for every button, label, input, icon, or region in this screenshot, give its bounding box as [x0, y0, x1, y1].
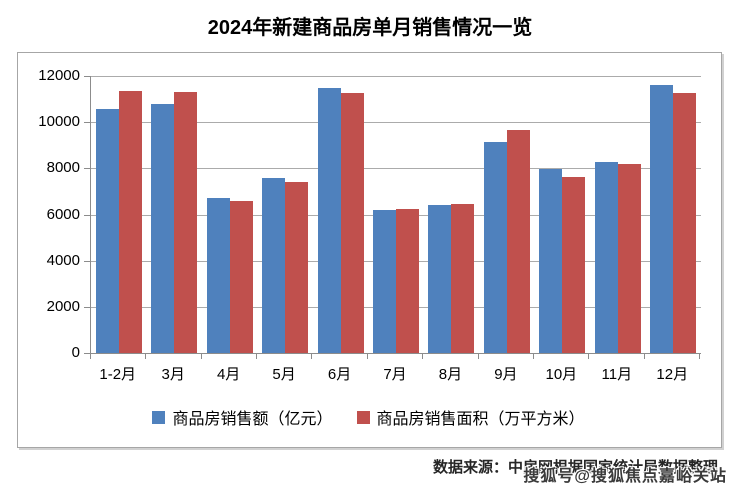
- x-axis-tick: [422, 354, 477, 359]
- chart-panel: 0 2000 4000 6000 8000 10000 12000 1-2月 3月 4月 5月 6月…: [17, 52, 722, 448]
- bar-sales-area: [451, 204, 475, 353]
- bar-sales-amount: [372, 210, 396, 353]
- y-axis-tick: [84, 76, 90, 77]
- y-axis-tick: [84, 214, 90, 216]
- x-axis-tick: [366, 354, 422, 359]
- x-axis-ticks: [90, 354, 700, 359]
- bar-sales-amount: [483, 142, 507, 353]
- x-axis-tick: [90, 354, 145, 359]
- legend-item: 商品房销售面积（万平方米）: [356, 405, 585, 429]
- bar-group: [646, 76, 701, 353]
- x-axis-tick: [588, 354, 643, 359]
- x-axis-tick: [532, 354, 588, 359]
- legend-swatch-icon: [356, 410, 370, 424]
- y-axis-label: 12000: [38, 67, 80, 84]
- bar-sales-area: [285, 182, 309, 353]
- bar-group: [91, 76, 146, 353]
- x-axis-label: 8月: [438, 366, 463, 383]
- x-axis-label: 4月: [216, 366, 241, 383]
- bar-sales-amount: [650, 85, 674, 353]
- bar-sales-area: [562, 177, 586, 353]
- y-axis-tick: [84, 260, 90, 262]
- watermark: 搜狐号@搜狐焦点嘉峪关站: [523, 468, 727, 485]
- bar-groups: [91, 76, 701, 353]
- y-axis-label: 6000: [46, 205, 80, 223]
- bar-sales-amount: [594, 162, 618, 353]
- x-axis-label: 11月: [601, 366, 633, 383]
- bar-group: [257, 76, 312, 353]
- bar-group: [368, 76, 423, 353]
- gridline: [91, 122, 701, 124]
- bar-sales-area: [617, 164, 641, 353]
- x-axis-label: 5月: [272, 366, 296, 383]
- source-note: 数据来源：中房网根据国家统计局数据整理: [432, 459, 718, 476]
- x-axis-label: 1-2月: [99, 366, 137, 383]
- x-axis-label: 3月: [161, 366, 185, 383]
- y-axis-tick: [84, 353, 90, 354]
- x-axis-label: 9月: [494, 366, 518, 383]
- bar-group: [479, 76, 534, 353]
- bar-group: [202, 76, 257, 353]
- bar-group: [535, 76, 590, 353]
- bar-sales-area: [673, 93, 697, 353]
- y-axis-tick: [84, 122, 90, 124]
- bar-sales-amount: [428, 205, 452, 353]
- x-axis-tick: [311, 354, 366, 359]
- y-axis-label: 2000: [46, 297, 80, 315]
- bar-sales-amount: [317, 88, 341, 353]
- legend: 商品房销售额（亿元） 商品房销售面积（万平方米）: [18, 405, 719, 429]
- plot-area: [90, 76, 701, 354]
- bar-group: [146, 76, 201, 353]
- bar-sales-area: [340, 93, 364, 353]
- gridline: [91, 76, 701, 77]
- legend-item: 商品房销售额（亿元）: [152, 405, 333, 429]
- x-axis-label: 10月: [545, 366, 578, 383]
- x-axis-tick: [256, 354, 311, 359]
- bar-sales-area: [174, 92, 198, 353]
- x-axis-tick: [200, 354, 256, 359]
- x-axis-label: 12月: [656, 366, 689, 383]
- bar-group: [313, 76, 368, 353]
- chart-title: 2024年新建商品房单月销售情况一览: [207, 17, 533, 39]
- y-axis-label: 8000: [46, 159, 80, 177]
- bar-sales-area: [229, 201, 253, 353]
- x-axis-tick: [643, 354, 700, 359]
- bar-sales-amount: [95, 109, 119, 353]
- y-axis-label: 4000: [46, 251, 80, 269]
- legend-swatch-icon: [152, 410, 166, 424]
- legend-label: 商品房销售面积（万平方米）: [376, 411, 585, 428]
- x-axis-label: 6月: [327, 366, 352, 383]
- gridline: [91, 168, 701, 170]
- y-axis-label: 0: [71, 344, 80, 361]
- bar-sales-amount: [151, 104, 175, 353]
- x-axis-tick: [145, 354, 200, 359]
- bar-sales-amount: [262, 178, 286, 353]
- bar-sales-area: [118, 91, 142, 353]
- legend-label: 商品房销售额（亿元）: [172, 411, 333, 428]
- bar-group: [590, 76, 645, 353]
- x-axis-labels: 1-2月 3月 4月 5月 6月 7月 8月 9月 10月 11月 12月: [90, 363, 700, 384]
- y-axis-label: 10000: [38, 113, 80, 131]
- x-axis-tick: [477, 354, 533, 359]
- y-axis-tick: [84, 306, 90, 308]
- bar-group: [424, 76, 479, 353]
- bar-sales-amount: [539, 169, 563, 353]
- bar-sales-amount: [206, 198, 230, 353]
- y-axis-tick: [84, 168, 90, 170]
- bar-sales-area: [506, 130, 530, 353]
- x-axis-label: 7月: [383, 366, 407, 383]
- bar-sales-area: [395, 209, 419, 353]
